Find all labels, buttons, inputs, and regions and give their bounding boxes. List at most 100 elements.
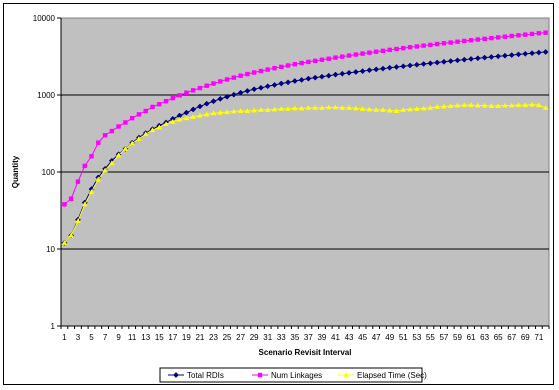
data-point (224, 77, 230, 82)
data-point (245, 71, 250, 77)
data-point (251, 107, 257, 113)
x-tick-label: 37 (304, 333, 313, 342)
data-point (305, 75, 312, 82)
data-point (231, 108, 237, 114)
data-point (501, 52, 508, 59)
legend-item: Elapsed Time (Sec) (338, 371, 427, 380)
data-point (177, 93, 182, 98)
data-point (332, 71, 339, 78)
legend-item: Num Linkages (252, 371, 322, 380)
data-point (75, 179, 81, 184)
x-axis-title: Scenario Revisit Interval (259, 348, 352, 357)
data-point (407, 106, 413, 112)
data-point (150, 104, 155, 110)
data-point (387, 47, 392, 53)
data-point (298, 76, 305, 83)
data-point (197, 112, 203, 118)
x-tick-label: 57 (439, 333, 448, 342)
data-point (414, 44, 420, 49)
data-point (475, 102, 481, 108)
data-point (230, 91, 237, 98)
data-point (339, 70, 346, 77)
data-point (332, 104, 339, 110)
x-tick-label: 35 (290, 333, 299, 342)
x-tick-label: 45 (358, 333, 367, 342)
data-point (265, 67, 270, 72)
data-point (394, 46, 399, 52)
data-point (502, 102, 508, 108)
data-point (89, 154, 94, 159)
data-point (272, 65, 277, 71)
data-point (379, 65, 386, 72)
data-point (481, 54, 488, 61)
data-point (373, 107, 379, 112)
data-point (176, 116, 183, 122)
x-tick-label: 59 (453, 333, 462, 342)
data-point (312, 58, 318, 64)
data-point (184, 90, 189, 95)
data-point (109, 128, 115, 134)
data-point (88, 189, 95, 194)
data-point (318, 73, 325, 80)
data-point (522, 50, 529, 57)
data-point (109, 160, 115, 166)
data-point (386, 107, 393, 113)
x-tick-label: 29 (250, 333, 259, 342)
data-point (434, 59, 441, 66)
data-point (224, 109, 230, 115)
data-point (183, 115, 190, 121)
x-tick-label: 63 (480, 333, 489, 342)
data-point (502, 34, 508, 39)
x-tick-label: 3 (76, 333, 81, 342)
data-point (420, 61, 427, 67)
legend-item: Total RDIs (168, 371, 224, 380)
data-point (136, 112, 142, 117)
y-tick-label: 10000 (33, 14, 56, 23)
data-point (441, 103, 447, 109)
data-point (170, 95, 176, 101)
x-tick-label: 31 (263, 333, 272, 342)
data-point (434, 104, 440, 109)
data-point (68, 232, 74, 238)
data-point (319, 57, 325, 62)
x-tick-label: 67 (507, 333, 516, 342)
data-point (123, 120, 128, 125)
data-point (190, 114, 196, 119)
data-point (231, 75, 237, 80)
data-point (413, 61, 420, 68)
x-tick-label: 47 (372, 333, 381, 342)
data-point (373, 49, 379, 54)
data-point (481, 102, 488, 108)
data-point (346, 105, 352, 110)
data-point (488, 103, 495, 108)
data-point (508, 102, 515, 108)
data-point (509, 33, 514, 39)
data-point (203, 100, 210, 107)
data-point (264, 83, 271, 90)
legend-label: Num Linkages (271, 371, 322, 380)
data-point (461, 56, 468, 63)
x-tick-label: 53 (412, 333, 421, 342)
data-point (386, 64, 393, 71)
data-point (346, 69, 353, 76)
x-tick-label: 7 (103, 333, 108, 342)
x-tick-label: 11 (128, 333, 137, 342)
data-point (271, 82, 278, 88)
data-point (143, 108, 148, 114)
data-point (95, 176, 102, 182)
data-point (204, 83, 209, 88)
data-point (359, 106, 366, 111)
data-point (454, 102, 461, 108)
data-point (312, 74, 319, 81)
data-point (75, 218, 81, 224)
data-point (129, 140, 135, 146)
data-point (305, 105, 312, 110)
data-point (407, 45, 413, 50)
x-tick-label: 17 (168, 333, 177, 342)
data-point (325, 104, 332, 110)
data-point (298, 105, 305, 111)
data-point (462, 38, 467, 44)
data-point (156, 124, 163, 130)
data-point (393, 64, 400, 70)
